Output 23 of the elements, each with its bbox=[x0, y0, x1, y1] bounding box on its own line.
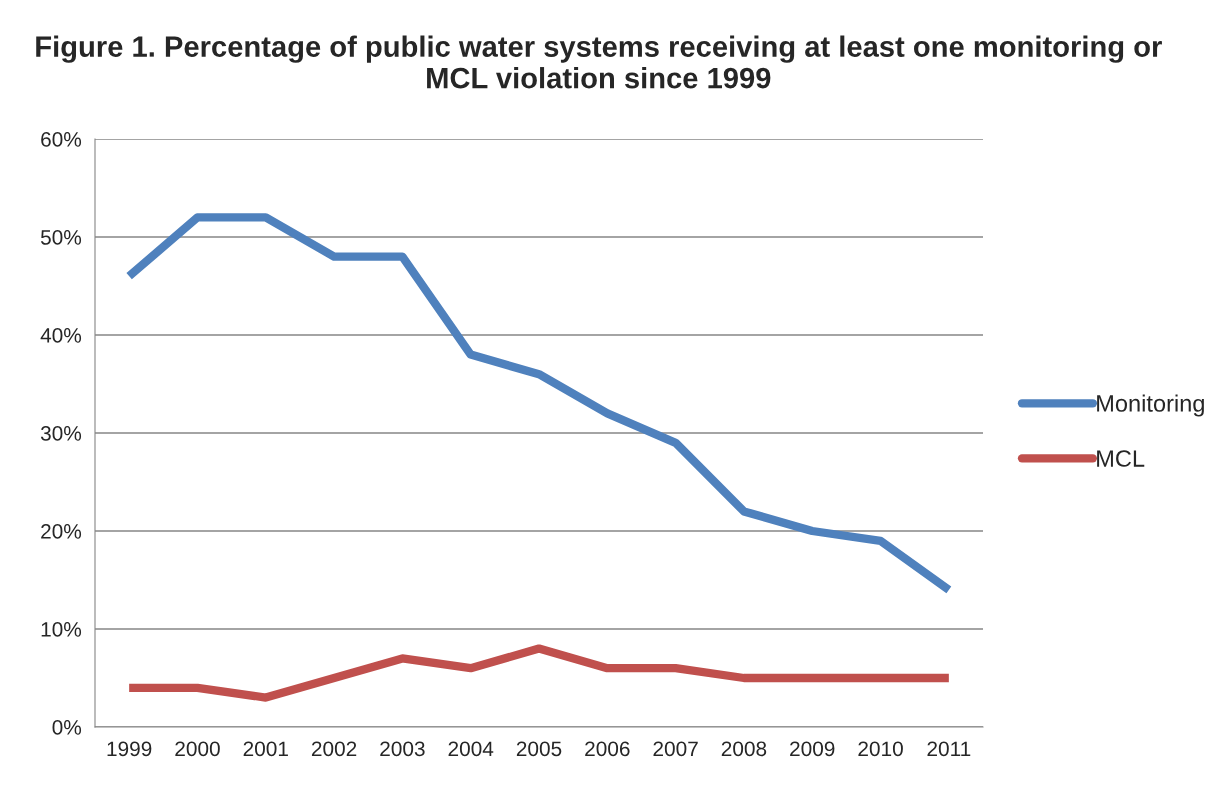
x-tick-label: 2001 bbox=[243, 741, 288, 757]
x-tick-label: 2003 bbox=[380, 741, 425, 757]
x-tick-label: 2007 bbox=[653, 741, 698, 757]
y-tick-label: 30% bbox=[40, 426, 82, 441]
y-tick-label: 20% bbox=[41, 524, 82, 539]
y-tick-label: 50% bbox=[40, 230, 82, 245]
chart-title: Figure 1. Percentage of public water systems receiving at least one monitoring or MCL violation since 1999 bbox=[36, 35, 1162, 89]
x-tick-label: 2002 bbox=[311, 741, 357, 757]
legend-label: MCL bbox=[1097, 450, 1145, 467]
x-tick-label: 2006 bbox=[585, 741, 630, 757]
x-tick-label: 2011 bbox=[927, 741, 971, 757]
y-tick-label: 0% bbox=[52, 720, 82, 735]
x-tick-label: 2010 bbox=[858, 741, 903, 757]
x-tick-label: 2005 bbox=[516, 741, 562, 757]
x-tick-label: 2000 bbox=[175, 741, 220, 757]
legend-label: Monitoring bbox=[1097, 394, 1204, 417]
y-tick-label: 10% bbox=[41, 622, 82, 637]
y-tick-label: 60% bbox=[41, 132, 82, 147]
x-tick-label: 2004 bbox=[448, 741, 494, 757]
x-tick-label: 1999 bbox=[107, 741, 152, 757]
x-tick-label: 2009 bbox=[790, 741, 835, 757]
y-tick-label: 40% bbox=[40, 328, 82, 343]
x-tick-label: 2008 bbox=[721, 741, 767, 757]
